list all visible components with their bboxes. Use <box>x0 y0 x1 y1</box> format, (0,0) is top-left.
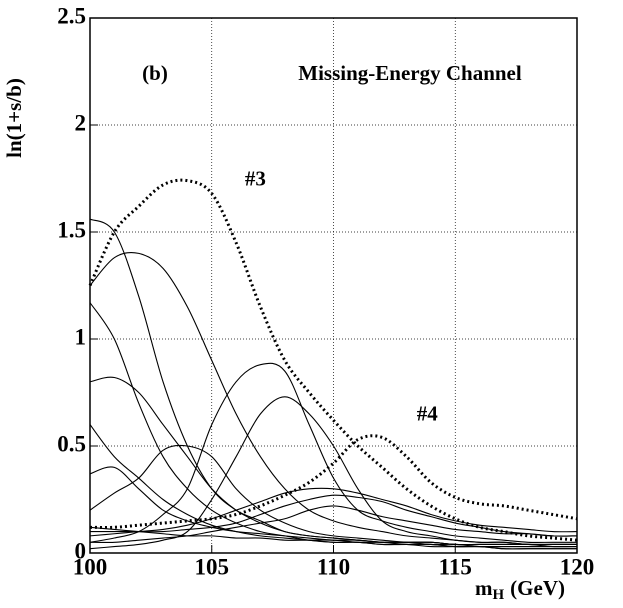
y-tick-label: 0.5 <box>57 431 86 456</box>
x-tick-label: 105 <box>195 554 230 579</box>
channel-label: Missing-Energy Channel <box>298 61 522 85</box>
x-axis-label: mH (GeV) <box>475 576 565 604</box>
y-tick-label: 1.5 <box>57 217 86 242</box>
y-tick-label: 2 <box>75 110 87 135</box>
x-axis-label-sub: H <box>493 587 505 603</box>
series-label: #3 <box>245 166 266 190</box>
series-line <box>89 252 577 546</box>
series-label: #4 <box>417 401 439 425</box>
series-line <box>89 434 578 529</box>
x-tick-label: 120 <box>560 554 595 579</box>
series-line <box>89 505 578 544</box>
panel-label: (b) <box>142 61 168 85</box>
x-axis-label-main: m <box>475 576 493 600</box>
y-tick-label: 1 <box>75 324 87 349</box>
series-line <box>90 494 578 537</box>
x-tick-label: 110 <box>317 554 350 579</box>
x-tick-label: 100 <box>73 554 108 579</box>
series-line <box>89 487 578 537</box>
series-line <box>89 424 577 548</box>
y-axis-label: ln(1+s/b) <box>2 78 26 158</box>
series-line <box>89 526 577 546</box>
x-axis-label-unit: (GeV) <box>510 576 565 600</box>
y-tick-label: 2.5 <box>57 3 86 28</box>
series-line <box>89 396 577 550</box>
y-tick-label: 0 <box>75 538 87 563</box>
series-line <box>89 362 577 544</box>
x-tick-label: 115 <box>439 554 472 579</box>
